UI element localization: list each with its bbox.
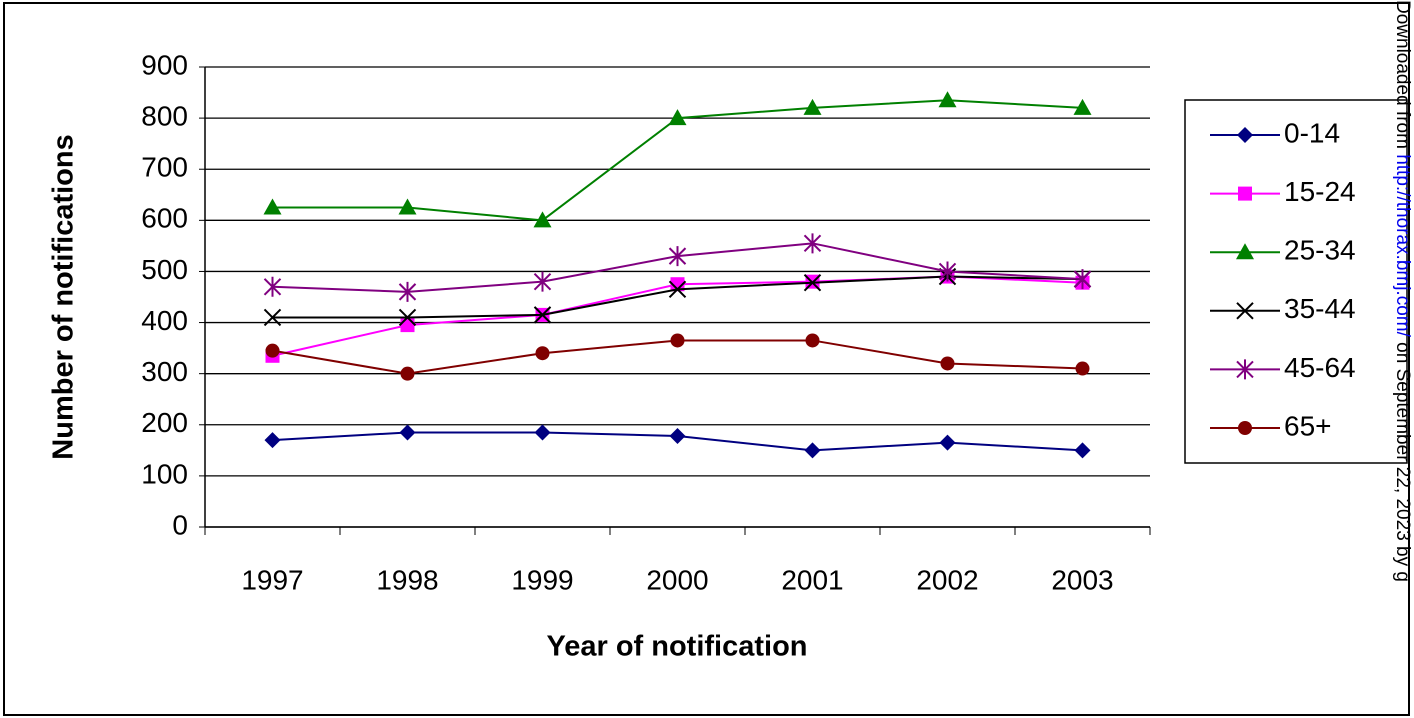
point bbox=[805, 333, 820, 348]
x-tick-label: 1998 bbox=[376, 564, 438, 595]
point bbox=[940, 356, 955, 371]
point bbox=[533, 271, 552, 292]
legend-marker bbox=[1238, 421, 1252, 435]
legend-label: 45-64 bbox=[1284, 352, 1356, 383]
legend-label: 25-34 bbox=[1284, 235, 1356, 266]
y-tick-label: 700 bbox=[141, 152, 188, 183]
point bbox=[263, 276, 282, 297]
y-axis-label: Number of notifications bbox=[48, 134, 80, 459]
y-tick-label: 900 bbox=[141, 49, 188, 80]
point bbox=[263, 198, 282, 215]
point bbox=[398, 308, 417, 327]
legend-marker bbox=[1236, 243, 1254, 260]
point bbox=[264, 432, 281, 449]
x-tick-label: 2002 bbox=[916, 564, 978, 595]
frame bbox=[3, 2, 1410, 716]
point bbox=[400, 366, 415, 381]
y-tick-label: 400 bbox=[141, 305, 188, 336]
x-tick-label: 1999 bbox=[511, 564, 573, 595]
y-tick-label: 600 bbox=[141, 203, 188, 234]
point bbox=[668, 109, 687, 126]
point bbox=[668, 246, 687, 267]
point bbox=[265, 343, 280, 358]
point bbox=[400, 318, 415, 333]
point bbox=[803, 233, 822, 254]
point bbox=[535, 346, 550, 361]
y-tick-label: 500 bbox=[141, 254, 188, 285]
point bbox=[1073, 269, 1092, 290]
watermark-link[interactable]: http://thorax.bmj.com/ bbox=[1392, 154, 1413, 337]
point bbox=[938, 261, 957, 282]
point bbox=[533, 211, 552, 228]
x-tick-label: 2000 bbox=[646, 564, 708, 595]
point bbox=[670, 333, 685, 348]
point bbox=[670, 277, 685, 292]
legend-marker bbox=[1237, 127, 1253, 143]
watermark: Downloaded from http://thorax.bmj.com/ o… bbox=[1392, 0, 1413, 582]
point bbox=[803, 273, 822, 292]
point bbox=[398, 198, 417, 215]
point bbox=[938, 91, 957, 108]
y-tick-label: 800 bbox=[141, 101, 188, 132]
point bbox=[939, 434, 956, 451]
legend-box bbox=[1184, 99, 1408, 464]
point bbox=[1073, 98, 1092, 115]
legend-label: 15-24 bbox=[1284, 176, 1356, 207]
point bbox=[534, 424, 551, 441]
x-tick-label: 1997 bbox=[241, 564, 303, 595]
point bbox=[804, 442, 821, 459]
y-tick-label: 200 bbox=[141, 407, 188, 438]
x-axis-label: Year of notification bbox=[546, 631, 807, 663]
legend-marker bbox=[1236, 359, 1254, 380]
point bbox=[669, 428, 686, 445]
point bbox=[1074, 442, 1091, 459]
legend-label: 35-44 bbox=[1284, 293, 1356, 324]
y-tick-label: 300 bbox=[141, 356, 188, 387]
y-tick-label: 0 bbox=[172, 509, 188, 540]
point bbox=[1075, 361, 1090, 376]
point bbox=[263, 308, 282, 327]
point bbox=[398, 281, 417, 302]
watermark-suffix: on September 22, 2023 by g bbox=[1392, 337, 1413, 582]
legend-label: 0-14 bbox=[1284, 117, 1340, 148]
x-tick-label: 2001 bbox=[781, 564, 843, 595]
point bbox=[668, 280, 687, 299]
plot-area: 0 100 200 300 400 500 600 700 800 900 1997 1998 1999… bbox=[141, 49, 1151, 595]
x-tick-label: 2003 bbox=[1051, 564, 1113, 595]
legend-label: 65+ bbox=[1284, 410, 1332, 441]
legend-marker bbox=[1236, 302, 1254, 320]
point bbox=[533, 306, 552, 324]
point bbox=[399, 424, 416, 441]
y-tick-label: 100 bbox=[141, 458, 188, 489]
watermark-prefix: Downloaded from bbox=[1392, 0, 1413, 154]
legend-marker bbox=[1238, 186, 1252, 201]
point bbox=[803, 98, 822, 115]
